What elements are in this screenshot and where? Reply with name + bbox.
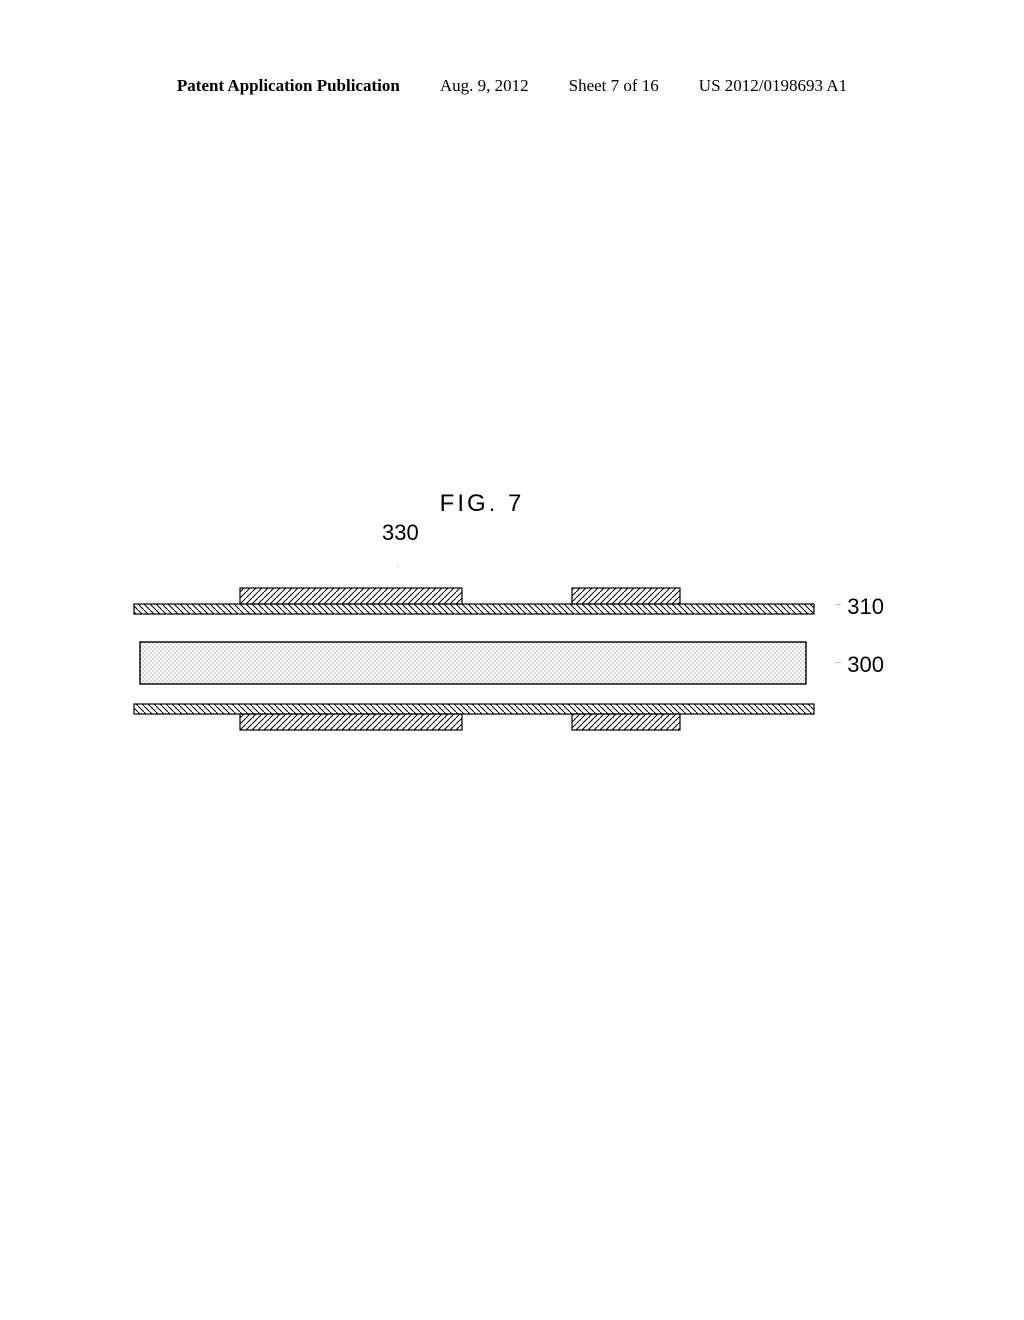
figure-diagram	[132, 490, 822, 750]
publication-type: Patent Application Publication	[177, 76, 400, 96]
sheet-number: Sheet 7 of 16	[569, 76, 659, 96]
page-header: Patent Application Publication Aug. 9, 2…	[0, 76, 1024, 96]
reference-numeral-310: 310	[847, 594, 884, 620]
publication-date: Aug. 9, 2012	[440, 76, 529, 96]
reference-numeral-300: 300	[847, 652, 884, 678]
leader-line-300	[826, 662, 850, 664]
publication-number: US 2012/0198693 A1	[699, 76, 847, 96]
leader-line-310	[826, 604, 850, 606]
figure-7: FIG. 7 330 310 300	[132, 490, 832, 526]
